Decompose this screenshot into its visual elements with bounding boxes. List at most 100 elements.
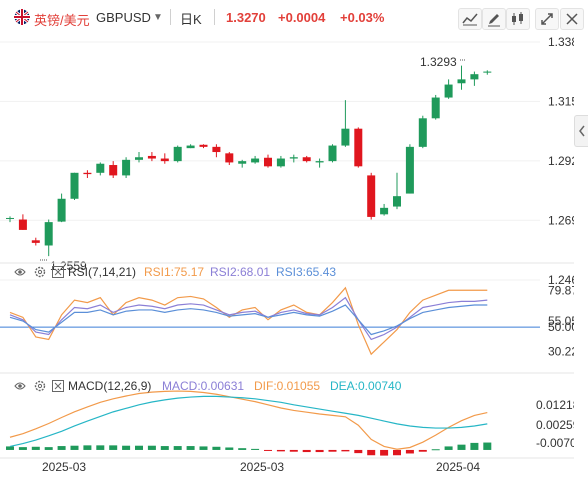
time-tick-label: 2025-04 — [436, 460, 480, 474]
rsi-title: RSI(7,14,21) — [68, 265, 137, 279]
candle-body — [483, 71, 492, 73]
time-axis: 2025-03 2025-03 2025-04 — [0, 457, 574, 474]
rsi-tick-label: 50.00 — [548, 320, 574, 334]
rsi-line-rsi3 — [9, 304, 488, 336]
period-selector[interactable]: 日K — [180, 12, 202, 27]
macd-title: MACD(12,26,9) — [68, 379, 152, 393]
chevron-down-icon[interactable]: ▼ — [153, 12, 163, 23]
close-icon[interactable] — [52, 380, 64, 392]
close-icon[interactable] — [52, 266, 64, 278]
settings-gear-icon[interactable] — [34, 266, 46, 278]
chevron-left-icon — [579, 125, 585, 137]
indicator-icon — [462, 13, 478, 26]
candle-body — [57, 198, 66, 222]
candle-body — [444, 84, 453, 98]
macd-bar — [18, 447, 27, 450]
kline-chart[interactable]: 1.33841.31551.29261.26971.2467 1.2559 1.… — [0, 34, 574, 477]
candle-body — [147, 155, 156, 159]
main-grid — [0, 41, 540, 281]
candle-icon — [512, 12, 523, 25]
rsi-axis: 79.87 55.0550.00 30.22 — [548, 283, 574, 358]
draw-icon — [488, 14, 500, 27]
candle-body — [315, 161, 324, 163]
candle-body — [328, 145, 337, 162]
price-axis: 1.3384 1.3155 1.2926 1.2697 1.2467 — [548, 35, 574, 287]
rsi-tick-label: 79.87 — [548, 283, 574, 297]
fullscreen-icon — [541, 13, 553, 25]
candle-body — [380, 207, 389, 215]
candle-body — [302, 157, 311, 162]
rsi-tick-label: 30.22 — [548, 344, 574, 358]
candle-body — [405, 146, 414, 194]
macd-bar — [135, 445, 143, 450]
candle-body — [367, 175, 376, 217]
rsi-line-rsi1 — [9, 286, 488, 356]
candle-body — [470, 74, 479, 80]
candle-body — [251, 158, 260, 163]
macd-bar — [367, 449, 376, 456]
candle-body — [212, 146, 221, 153]
candle-body — [199, 144, 208, 147]
rsi-line-rsi2 — [9, 296, 488, 341]
macd-bar — [431, 449, 440, 451]
dif-line — [9, 390, 488, 450]
macd-bar — [6, 446, 14, 450]
macd-tick-label: 0.00259 — [536, 418, 574, 432]
macd-bar — [457, 444, 466, 450]
candle-style-button[interactable] — [506, 8, 530, 30]
macd-bar — [418, 449, 427, 452]
candle-body — [341, 128, 350, 146]
macd-bar — [405, 449, 414, 454]
price-tick-label: 1.2467 — [548, 273, 574, 287]
candle-body — [122, 159, 131, 176]
draw-button[interactable] — [482, 8, 506, 30]
macd-bar — [70, 445, 79, 450]
macd-bar — [264, 449, 272, 451]
settings-gear-icon[interactable] — [34, 380, 46, 392]
candles — [6, 65, 492, 257]
pair-name[interactable]: 英镑/美元 — [34, 13, 90, 28]
candle-body — [135, 157, 143, 160]
indicator-button[interactable] — [458, 8, 482, 30]
macd-bar — [31, 446, 40, 450]
candle-body — [186, 145, 195, 149]
rsi2-value: RSI2:68.01 — [210, 265, 271, 279]
price-tick-label: 1.3384 — [548, 35, 574, 49]
close-icon — [566, 13, 578, 25]
side-panel-toggle[interactable] — [574, 115, 588, 147]
macd-bar — [83, 445, 92, 450]
candle-body — [96, 163, 105, 173]
macd-lines — [9, 390, 488, 450]
candle-body — [276, 158, 285, 167]
candle-body — [264, 157, 272, 167]
macd-bar — [315, 449, 324, 453]
time-tick-label: 2025-03 — [240, 460, 284, 474]
candle-body — [44, 222, 53, 246]
macd-bar — [96, 445, 105, 450]
pair-code[interactable]: GBPUSD — [96, 10, 151, 25]
macd-tick-label: -0.00701 — [536, 436, 574, 450]
price-change-pct: +0.03% — [340, 10, 385, 25]
dea-value: DEA:0.00740 — [330, 379, 402, 393]
macd-tick-label: 0.01218 — [536, 398, 574, 412]
macd-bar — [276, 449, 285, 452]
visibility-eye-icon[interactable] — [14, 380, 26, 392]
toolbar: 英镑/美元 GBPUSD ▼ 日K 1.3270 +0.0004 +0.03% — [0, 0, 588, 34]
macd-bar — [199, 446, 208, 450]
rsi3-value: RSI3:65.43 — [276, 265, 337, 279]
candle-body — [431, 97, 440, 119]
visibility-eye-icon[interactable] — [14, 266, 26, 278]
rsi-tick-label: 55.05 — [548, 314, 574, 328]
candle-body — [393, 196, 401, 207]
price-change: +0.0004 — [278, 10, 326, 25]
macd-bar — [186, 446, 195, 450]
rsi1-value: RSI1:75.17 — [144, 265, 205, 279]
macd-bar — [251, 448, 260, 450]
close-button[interactable] — [560, 8, 584, 30]
macd-bar — [57, 446, 66, 450]
candle-body — [109, 165, 118, 176]
candle-body — [354, 128, 363, 167]
fullscreen-button[interactable] — [535, 8, 559, 30]
divider — [170, 9, 171, 25]
candle-body — [31, 240, 40, 243]
